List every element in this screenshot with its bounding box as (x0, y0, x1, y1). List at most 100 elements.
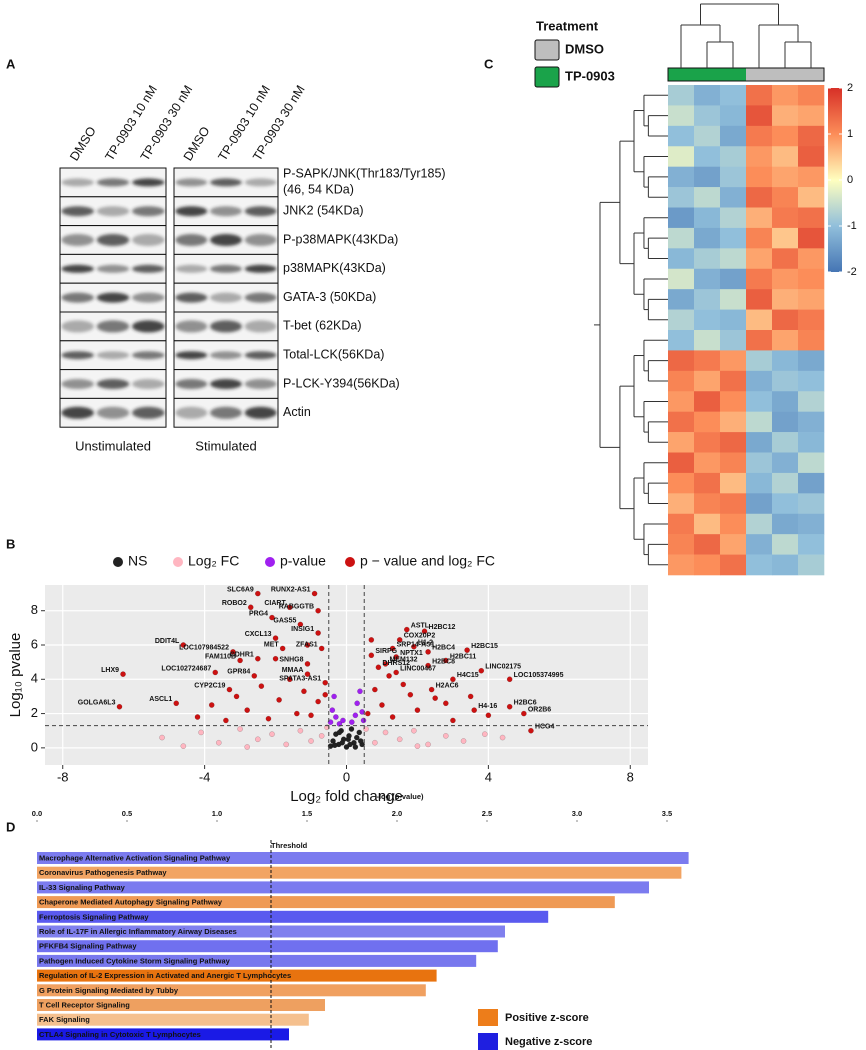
point (393, 654, 399, 660)
point-label: ROBO2 (222, 600, 247, 607)
heatmap-cell (798, 309, 825, 331)
legend-label: p-value (280, 553, 326, 569)
blot-band (96, 406, 130, 419)
bar (37, 910, 549, 923)
x-tick-label: -4 (199, 769, 211, 784)
bar (37, 954, 477, 967)
heatmap-cell (772, 432, 799, 453)
point (382, 729, 389, 736)
bar (37, 969, 437, 982)
group-bar (772, 68, 798, 81)
legend-marker (113, 557, 123, 567)
point-label: H2BC6 (514, 700, 537, 707)
x-tick-label: 1.0 (212, 809, 222, 818)
point (304, 661, 311, 667)
heatmap-cell (798, 411, 825, 433)
heatmap-cell (772, 493, 799, 515)
heatmap-cell (694, 370, 721, 392)
point (464, 647, 470, 653)
point-label: H2BC12 (429, 624, 456, 631)
point (255, 736, 261, 743)
heatmap-cell (720, 289, 747, 310)
point-label: GPR84 (227, 669, 250, 676)
heatmap-cell (746, 146, 773, 167)
heatmap-cell (668, 105, 695, 127)
point (286, 604, 293, 611)
heatmap-cell (798, 370, 825, 392)
heatmap-cell (720, 493, 747, 515)
point (297, 621, 304, 628)
point (421, 628, 428, 635)
group-bar (694, 68, 720, 81)
point (212, 669, 219, 676)
panel-label: B (6, 536, 15, 551)
heatmap-cell (746, 207, 773, 229)
point (255, 590, 261, 597)
colorbar-label: 1 (847, 128, 853, 140)
heatmap-cell (720, 85, 747, 106)
bar (37, 1028, 289, 1041)
heatmap-cell (798, 85, 825, 106)
bar (37, 940, 498, 953)
point (506, 676, 513, 683)
point (340, 717, 346, 724)
point (425, 662, 431, 669)
point (357, 688, 363, 695)
heatmap-cell (694, 554, 721, 576)
point (226, 686, 233, 693)
blot-band (96, 379, 130, 389)
blot-band (244, 320, 277, 333)
bar-label: Chaperone Mediated Autophagy Signaling P… (39, 898, 223, 907)
point-label: GAS55 (273, 617, 296, 624)
legend-marker (173, 557, 183, 567)
heatmap-cell (668, 309, 695, 331)
x-tick-label: 3.5 (662, 809, 672, 818)
heatmap-cell (772, 350, 799, 372)
colorbar-label: 0 (847, 174, 853, 186)
point-label: SNHG8 (279, 657, 303, 664)
blot-band (132, 206, 165, 217)
point-label: CDHR1 (230, 652, 254, 659)
heatmap-cell (772, 166, 799, 188)
point (478, 667, 485, 674)
point-label: H2BC8 (432, 658, 455, 665)
point-label: INSIG1 (291, 626, 314, 633)
point-label: LINC00467 (400, 665, 436, 672)
heatmap-cell (772, 370, 799, 392)
heatmap-cell (668, 370, 695, 392)
legend-title: Treatment (536, 18, 599, 33)
point (331, 742, 338, 749)
heatmap-cell (694, 289, 721, 310)
x-tick-label: 0.0 (32, 809, 42, 818)
heatmap-cell (720, 411, 747, 433)
point (283, 741, 290, 748)
point (450, 676, 456, 683)
point (198, 729, 204, 736)
blot-band (61, 351, 94, 360)
point (247, 604, 254, 611)
heatmap-cell (720, 534, 747, 555)
blot-band (61, 178, 94, 187)
legend-label: p − value and log₂ FC (360, 553, 495, 569)
colorbar-label: -2 (847, 266, 857, 278)
blot-band (210, 178, 242, 187)
colorbar-label: -1 (847, 220, 857, 232)
heatmap-cell (772, 227, 799, 249)
threshold-label: Threshold (271, 841, 308, 850)
point (354, 700, 360, 707)
heatmap-cell (694, 330, 721, 351)
heatmap-cell (668, 125, 695, 147)
blot-band (96, 178, 130, 187)
blot-band (244, 292, 277, 303)
y-axis-title: Log₁₀ pvalue (7, 633, 24, 718)
point (315, 630, 321, 636)
heatmap-cell (720, 309, 747, 331)
heatmap-cell (746, 493, 773, 515)
heatmap-cell (746, 513, 773, 535)
point (279, 645, 286, 652)
point (230, 649, 236, 655)
point (244, 744, 250, 750)
point (432, 695, 438, 701)
heatmap-cell (772, 268, 799, 290)
point (428, 686, 435, 693)
